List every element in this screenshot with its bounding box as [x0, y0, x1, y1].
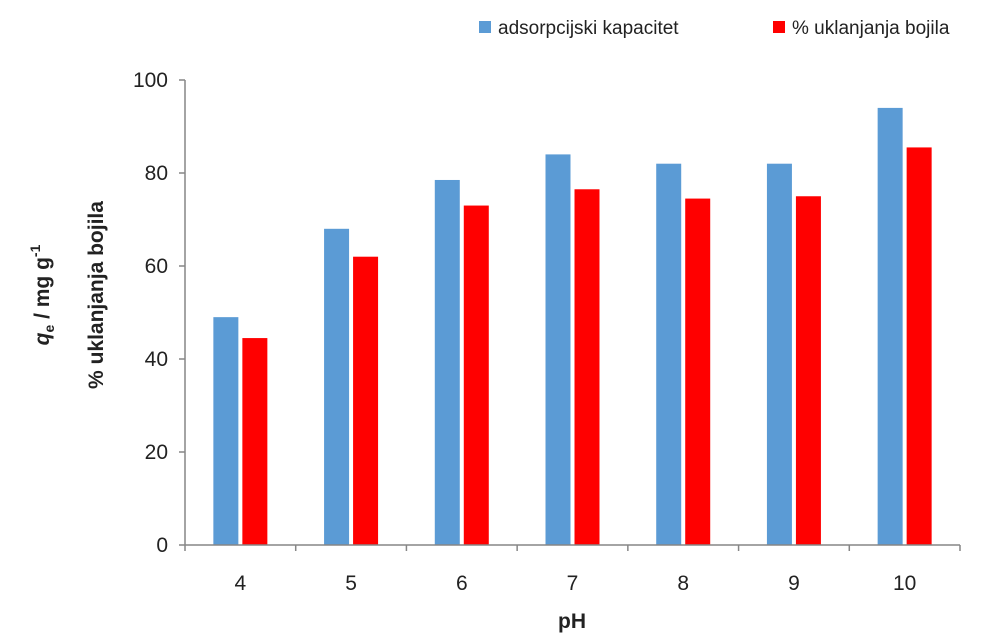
y-tick-label: 20 [145, 441, 168, 464]
bar-adsorption-capacity [766, 163, 792, 545]
bar-dye-removal [685, 198, 711, 545]
legend-label-adsorption-capacity: adsorpcijski kapacitet [498, 18, 679, 39]
y-tick-label: 80 [145, 162, 168, 185]
bar-adsorption-capacity [434, 179, 460, 545]
x-tick-label: 5 [345, 572, 357, 595]
y-axis-ticks: 0 20 40 60 80 100 [133, 69, 185, 557]
bar-adsorption-capacity [656, 163, 682, 545]
bar-dye-removal [463, 205, 489, 546]
bar-dye-removal [795, 196, 821, 545]
bar-dye-removal [242, 338, 268, 545]
legend: adsorpcijski kapacitet % uklanjanja boji… [479, 18, 950, 39]
legend-swatch-dye-removal [773, 21, 785, 33]
x-tick-label: 9 [788, 572, 800, 595]
bar-adsorption-capacity [213, 317, 239, 545]
x-axis-title: pH [558, 610, 586, 633]
y-axis-title-capacity-unit: / mg g [31, 257, 54, 325]
y-tick-label: 40 [145, 348, 168, 371]
y-tick-label: 0 [156, 534, 168, 557]
y-tick-label: 100 [133, 69, 168, 92]
bars [213, 107, 932, 546]
x-tick-label: 7 [567, 572, 579, 595]
bar-dye-removal [574, 189, 600, 545]
y-axis-title-capacity-exponent: -1 [27, 244, 43, 257]
x-axis-ticks: 4 5 6 7 8 9 10 [184, 545, 961, 595]
bar-dye-removal [353, 256, 379, 545]
y-axis-title-capacity-subscript: e [41, 325, 57, 333]
legend-swatch-adsorption-capacity [479, 21, 491, 33]
x-tick-label: 8 [677, 572, 689, 595]
y-axis-title-capacity: qe / mg g-1 [27, 244, 57, 345]
bar-dye-removal [906, 147, 932, 546]
x-tick-label: 10 [893, 572, 916, 595]
x-tick-label: 4 [235, 572, 247, 595]
y-tick-label: 60 [145, 255, 168, 278]
y-axis-title-capacity-symbol: q [31, 332, 54, 345]
bar-adsorption-capacity [545, 154, 571, 545]
legend-label-dye-removal: % uklanjanja bojila [792, 18, 950, 39]
y-axis-title-dye-removal: % uklanjanja bojila [85, 201, 108, 389]
bar-adsorption-capacity [877, 107, 903, 546]
x-tick-label: 6 [456, 572, 468, 595]
plot-area: 0 20 40 60 80 100 4 5 6 7 8 9 10 [133, 69, 961, 595]
bar-adsorption-capacity [324, 228, 350, 546]
